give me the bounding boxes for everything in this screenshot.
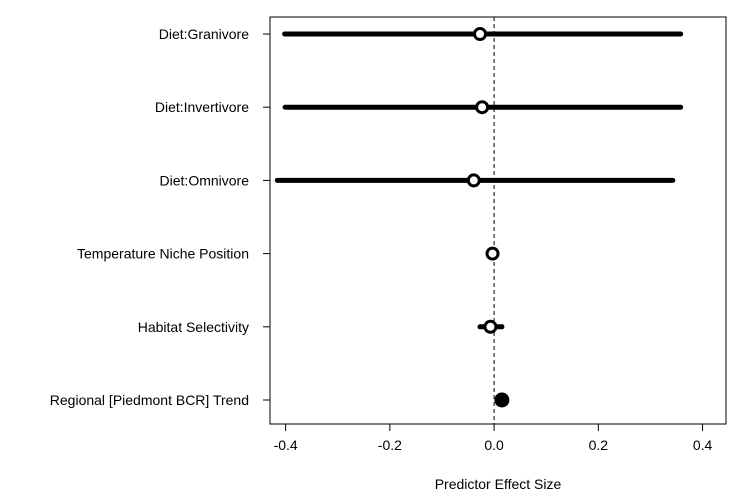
x-tick-label: 0.0: [484, 437, 504, 453]
category-label: Diet:Omnivore: [160, 172, 250, 188]
category-label: Diet:Granivore: [159, 26, 249, 42]
estimate-point: [466, 173, 481, 188]
x-axis-title: Predictor Effect Size: [435, 476, 562, 492]
plot-frame: [269, 16, 727, 425]
x-tick-label: -0.4: [274, 437, 298, 453]
x-tick-label: 0.4: [693, 437, 713, 453]
estimate-point: [485, 246, 500, 261]
x-tick-label: -0.2: [378, 437, 402, 453]
x-tick-label: 0.2: [589, 437, 609, 453]
estimate-point: [494, 392, 510, 408]
category-label: Diet:Invertivore: [155, 99, 249, 115]
category-label: Habitat Selectivity: [138, 319, 249, 335]
estimate-point: [475, 100, 490, 115]
estimate-point: [483, 319, 498, 334]
category-label: Temperature Niche Position: [77, 246, 249, 262]
estimate-point: [473, 27, 488, 41]
x-axis: -0.4 -0.2 0.0 0.2 0.4: [274, 424, 713, 453]
estimate-rows: Diet:Granivore Diet:Invertivore Diet:Omniv…: [50, 26, 684, 408]
category-label: Regional [Piedmont BCR] Trend: [50, 392, 249, 408]
